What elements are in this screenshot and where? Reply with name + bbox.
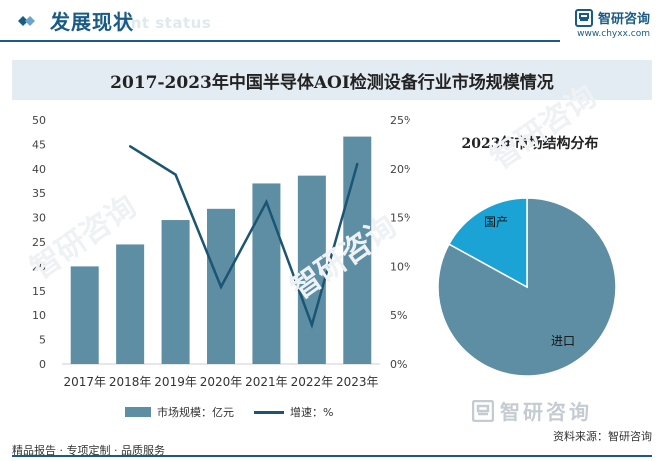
chart-title: 2017-2023年中国半导体AOI检测设备行业市场规模情况	[110, 73, 554, 93]
legend-label-market-size: 市场规模：亿元	[157, 406, 234, 419]
y-left-tick-label: 45	[32, 138, 46, 151]
y-right-tick-label: 25%	[390, 114, 410, 127]
footer-watermark-text: 智研咨询	[500, 400, 592, 424]
y-left-tick-label: 15	[32, 285, 46, 298]
y-left-tick-label: 25	[32, 236, 46, 249]
bar-2023年	[343, 136, 372, 364]
pie-chart: 进口 国产	[437, 197, 617, 377]
x-tick-label: 2019年	[154, 375, 197, 389]
legend-item-growth: 增速：%	[254, 404, 333, 420]
y-right-tick-label: 0%	[390, 358, 407, 371]
growth-point-2019年	[174, 173, 177, 176]
footer-watermark: 智研咨询	[472, 396, 592, 425]
bar-2022年	[297, 175, 326, 364]
y-left-tick-label: 35	[32, 187, 46, 200]
legend-swatch-bar	[125, 407, 151, 417]
chart-legend: 市场规模：亿元 增速：%	[125, 404, 345, 420]
legend-label-growth: 增速：%	[290, 406, 334, 419]
pie-chart-title: 2023年市场结构分布	[461, 136, 599, 152]
y-left-tick-label: 30	[32, 212, 46, 225]
brand: 智研咨询 www.chyxx.com	[574, 8, 650, 39]
bar-2019年	[161, 220, 190, 364]
diamond-bullets-icon	[18, 16, 35, 26]
y-left-tick-label: 10	[32, 309, 46, 322]
brand-url: www.chyxx.com	[577, 29, 650, 39]
page-title: 发展现状	[50, 10, 134, 34]
x-tick-label: 2022年	[291, 375, 334, 389]
y-right-tick-label: 5%	[390, 309, 407, 322]
header-divider	[0, 40, 560, 42]
legend-item-market-size: 市场规模：亿元	[125, 404, 234, 420]
x-tick-label: 2018年	[109, 375, 152, 389]
header: ent status 发展现状 智研咨询 www.chyxx.com	[0, 0, 664, 46]
x-tick-label: 2020年	[200, 375, 243, 389]
y-right-tick-label: 20%	[390, 163, 410, 176]
bar-2018年	[116, 244, 145, 364]
x-tick-label: 2021年	[245, 375, 288, 389]
x-tick-label: 2017年	[63, 375, 106, 389]
growth-point-2023年	[356, 162, 359, 166]
y-left-tick-label: 5	[39, 334, 46, 347]
bar-line-chart: 0 5 10 15 20 25 30 35 40 45 50 0% 5% 10% 15% 20% 25% 2017…	[32, 114, 410, 389]
y-left-tick-label: 50	[32, 114, 46, 127]
growth-point-2018年	[128, 145, 132, 148]
brand-logo-icon	[574, 8, 593, 27]
growth-point-2021年	[265, 200, 268, 204]
y-right-tick-label: 10%	[390, 260, 410, 273]
footer-divider	[12, 455, 652, 457]
source-note: 资料来源：智研咨询	[553, 430, 652, 443]
brand-name: 智研咨询	[597, 12, 650, 27]
growth-point-2022年	[310, 323, 314, 327]
legend-swatch-line	[254, 410, 284, 414]
growth-point-2020年	[219, 285, 223, 289]
y-left-tick-label: 20	[32, 260, 46, 273]
growth-line	[129, 145, 359, 329]
bar-2021年	[252, 183, 281, 364]
pie-label-import: 进口	[551, 334, 575, 348]
bar-2017年	[70, 266, 99, 364]
y-left-tick-label: 40	[32, 163, 46, 176]
x-tick-label: 2023年	[336, 375, 379, 389]
pie-slice-domestic	[447, 197, 528, 289]
chart-title-band: 2017-2023年中国半导体AOI检测设备行业市场规模情况	[12, 60, 652, 100]
header-subtitle: ent status	[120, 14, 212, 32]
y-left-tick-label: 0	[39, 358, 46, 371]
watermark-logo-icon	[472, 399, 494, 422]
y-right-tick-label: 15%	[390, 212, 410, 225]
pie-label-domestic: 国产	[484, 215, 508, 229]
footer-tagline: 精品报告 · 专项定制 · 品质服务	[12, 444, 165, 457]
